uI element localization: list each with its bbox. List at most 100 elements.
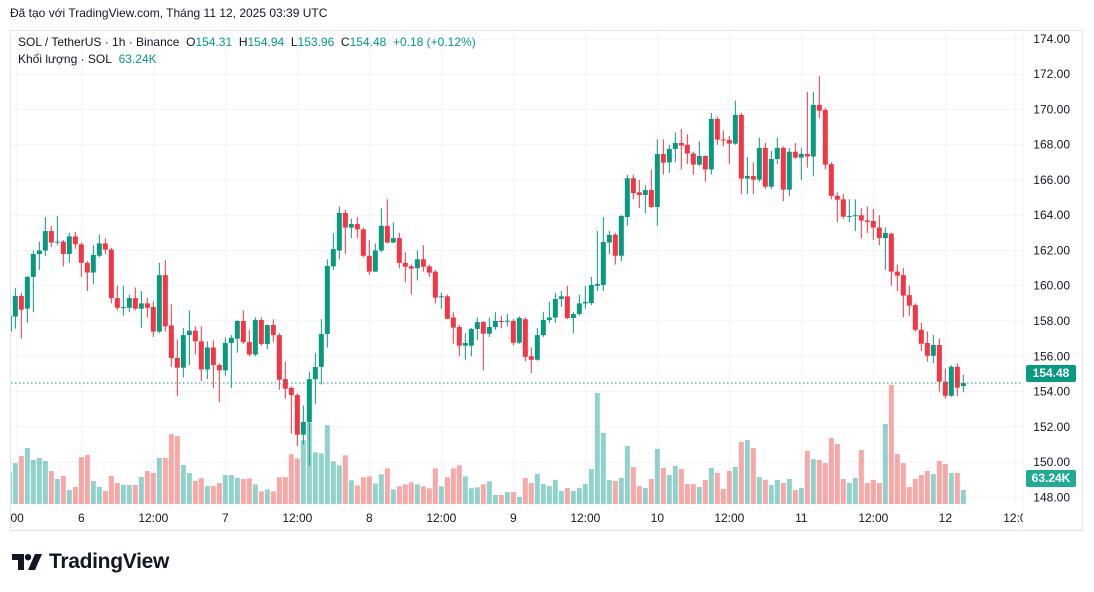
volume-bar <box>786 479 792 504</box>
candle <box>942 368 948 399</box>
candle-body <box>558 296 564 299</box>
candle <box>396 232 402 269</box>
volume-bar <box>90 480 96 504</box>
symbol-title[interactable]: SOL / TetherUS · 1h · Binance <box>18 35 180 49</box>
candle <box>708 112 714 175</box>
volume-bar <box>348 480 354 504</box>
candle <box>192 326 198 355</box>
volume-bar <box>630 467 636 504</box>
volume-bar <box>426 488 432 504</box>
candle-body <box>792 151 798 158</box>
volume-bar <box>750 448 756 504</box>
candle-body <box>846 215 852 217</box>
candle <box>30 250 36 313</box>
candle-body <box>708 118 714 170</box>
candle <box>912 303 918 332</box>
volume-bar <box>936 461 942 504</box>
time-axis[interactable]: 00 6 12:00 7 12:00 8 12:00 9 12:00 10 12:00 11 12:00… <box>10 511 1026 525</box>
candle-body <box>492 321 498 327</box>
candle-body <box>138 303 144 309</box>
price-tick-label: 166.00 <box>1033 173 1070 187</box>
candle-body <box>804 153 810 157</box>
volume-bar <box>486 481 492 504</box>
volume-bar <box>714 473 720 504</box>
grid <box>11 31 1023 504</box>
candle <box>750 162 756 195</box>
candle <box>426 264 432 277</box>
volume-bar <box>654 448 660 504</box>
volume-bar <box>924 471 930 504</box>
time-tick-label: 12:00 <box>570 511 600 525</box>
candle-body <box>480 322 486 334</box>
candle-body <box>162 275 168 327</box>
volume-bar <box>30 459 36 504</box>
candle-body <box>318 334 324 367</box>
price-axis[interactable]: 174.00 172.00 170.00 168.00 166.00 164.00 162.… <box>1033 32 1070 504</box>
candle <box>318 319 324 385</box>
volume-bar <box>432 468 438 504</box>
candle <box>132 287 138 311</box>
volume-bar <box>804 450 810 504</box>
candle-body <box>672 142 678 149</box>
candle-body <box>192 330 198 342</box>
candle <box>390 222 396 244</box>
volume-bar <box>132 484 138 504</box>
volume-bar <box>186 473 192 504</box>
candle <box>954 363 960 397</box>
candle-body <box>564 296 570 319</box>
candle-body <box>18 295 24 310</box>
candle <box>348 218 354 239</box>
volume-bar <box>582 484 588 504</box>
candle-body <box>486 326 492 334</box>
time-tick-label: 11 <box>795 511 808 525</box>
candle <box>228 335 234 388</box>
candle-body <box>900 275 906 296</box>
time-tick-label: 12:00 <box>138 511 168 525</box>
candle-body <box>774 147 780 159</box>
candle <box>444 294 450 320</box>
volume-bar <box>60 475 66 504</box>
candle-body <box>780 147 786 190</box>
volume-title[interactable]: Khối lượng · SOL <box>18 52 112 66</box>
candle <box>108 247 114 304</box>
candle <box>54 216 60 246</box>
candle-body <box>24 276 30 309</box>
candle-body <box>264 325 270 344</box>
volume-bar <box>228 475 234 504</box>
candle-body <box>294 395 300 435</box>
candle <box>510 319 516 346</box>
candle <box>258 317 264 346</box>
volume-bar <box>150 473 156 504</box>
candle <box>756 137 762 182</box>
volume-bar <box>564 488 570 504</box>
volume-bar <box>684 484 690 504</box>
candle-body <box>948 366 954 396</box>
candle-body <box>204 347 210 370</box>
candle-body <box>438 296 444 298</box>
candle-body <box>660 154 666 163</box>
candle <box>360 227 366 258</box>
brand-name[interactable]: TradingView <box>49 550 170 573</box>
volume-bar <box>360 477 366 504</box>
volume-bar <box>276 477 282 504</box>
candle <box>654 139 660 226</box>
volume-bar <box>600 432 606 504</box>
volume-bar <box>420 486 426 504</box>
tradingview-logo-icon <box>12 554 42 570</box>
volume-bar <box>588 469 594 504</box>
volume-bar <box>108 475 114 504</box>
candle <box>768 150 774 189</box>
candle-body <box>396 238 402 263</box>
candle <box>150 301 156 337</box>
candle <box>576 294 582 316</box>
volume-bar <box>11 471 12 504</box>
volume-bar <box>168 434 174 504</box>
candle-body <box>954 366 960 388</box>
candle-body <box>738 114 744 179</box>
time-tick-label: 8 <box>366 511 373 525</box>
price-tick-label: 162.00 <box>1033 243 1070 257</box>
candle-body <box>300 422 306 435</box>
candle-body <box>186 330 192 336</box>
low-value: 153.96 <box>297 35 335 49</box>
